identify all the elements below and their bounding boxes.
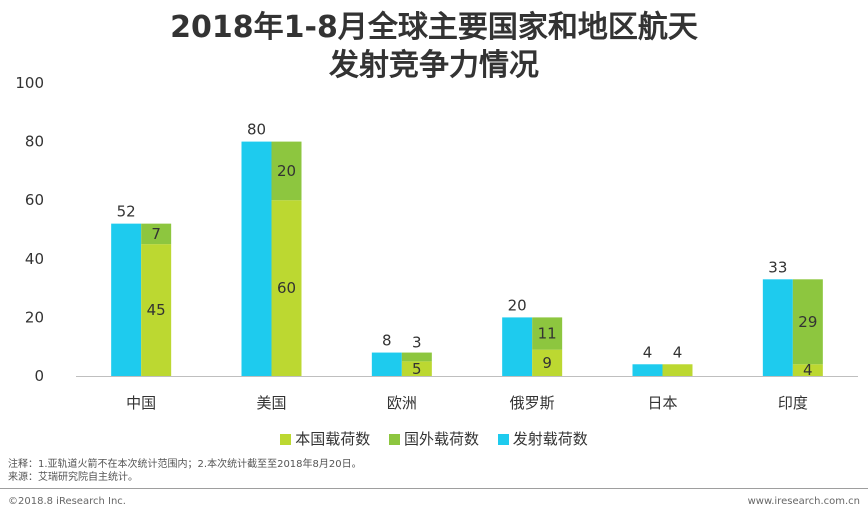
bar-domestic (792, 364, 823, 376)
bar-domestic (401, 361, 432, 376)
bar-launch (502, 317, 533, 376)
data-label-launch: 8 (382, 332, 392, 350)
bar-foreign (141, 223, 172, 245)
bar-launch (371, 352, 402, 376)
data-label-domestic: 45 (147, 301, 166, 319)
x-tick-label: 俄罗斯 (510, 394, 555, 412)
footer-url: www.iresearch.com.cn (747, 496, 860, 507)
bar-launch (111, 223, 142, 376)
y-tick-label: 0 (34, 367, 44, 385)
data-label-foreign: 3 (412, 334, 422, 352)
chart-note: 注释：1.亚轨道火箭不在本次统计范围内；2.本次统计截至至2018年8月20日。 (8, 459, 362, 470)
y-tick-label: 80 (25, 133, 44, 151)
legend-swatch-domestic (280, 434, 292, 445)
chart-source: 来源：艾瑞研究院自主统计。 (8, 472, 138, 483)
bar-domestic (662, 364, 693, 376)
legend-item-launch: 发射载荷数 (497, 428, 588, 449)
data-label-foreign: 20 (277, 162, 296, 180)
legend-item-foreign: 国外载荷数 (388, 428, 479, 449)
data-label-domestic: 9 (542, 354, 552, 372)
bar-domestic (271, 200, 302, 376)
chart-title-line2: 发射竞争力情况 (329, 48, 539, 83)
chart-legend: 本国载荷数 国外载荷数 发射载荷数 (0, 428, 868, 449)
bar-domestic (141, 244, 172, 376)
y-tick-label: 40 (25, 250, 44, 268)
legend-label-foreign: 国外载荷数 (403, 430, 479, 448)
x-tick-label: 日本 (647, 394, 677, 412)
x-tick-label: 印度 (778, 394, 808, 412)
data-label-domestic: 4 (673, 343, 683, 361)
x-tick-label: 中国 (126, 394, 156, 412)
chart-title-line1: 2018年1-8月全球主要国家和地区航天 (170, 10, 698, 45)
data-label-launch: 4 (643, 343, 653, 361)
bar-domestic (532, 349, 563, 376)
footer-copyright: ©2018.8 iResearch Inc. (8, 496, 126, 507)
legend-swatch-launch (497, 434, 509, 445)
data-label-domestic: 60 (277, 279, 296, 297)
bar-foreign (401, 352, 432, 362)
data-label-launch: 20 (508, 296, 527, 314)
bar-foreign (532, 317, 563, 350)
data-label-domestic: 5 (412, 360, 422, 378)
data-label-launch: 52 (117, 203, 136, 221)
data-label-foreign: 11 (538, 325, 557, 343)
data-label-foreign: 7 (151, 225, 161, 243)
y-tick-label: 20 (25, 308, 44, 326)
bar-chart: 0 20 40 60 80 100 52 7 45 中国 80 20 60 美国 8 3 5 欧洲 20 11 9 俄罗斯… (15, 74, 858, 412)
legend-swatch-foreign (388, 434, 400, 445)
footer-divider (0, 488, 868, 489)
data-label-launch: 33 (768, 258, 787, 276)
legend-label-launch: 发射载荷数 (512, 430, 588, 448)
bar-foreign (271, 141, 302, 201)
bar-launch (632, 364, 663, 376)
y-tick-label: 100 (15, 74, 44, 92)
y-tick-label: 60 (25, 191, 44, 209)
legend-label-domestic: 本国载荷数 (295, 430, 371, 448)
bar-foreign (792, 279, 823, 365)
bar-launch (241, 141, 272, 376)
data-label-foreign: 29 (798, 313, 817, 331)
bar-launch (762, 279, 793, 376)
legend-item-domestic: 本国载荷数 (280, 428, 370, 449)
x-tick-label: 欧洲 (387, 394, 417, 412)
data-label-domestic: 4 (803, 361, 813, 379)
data-label-launch: 80 (247, 121, 266, 139)
x-tick-label: 美国 (256, 394, 286, 412)
